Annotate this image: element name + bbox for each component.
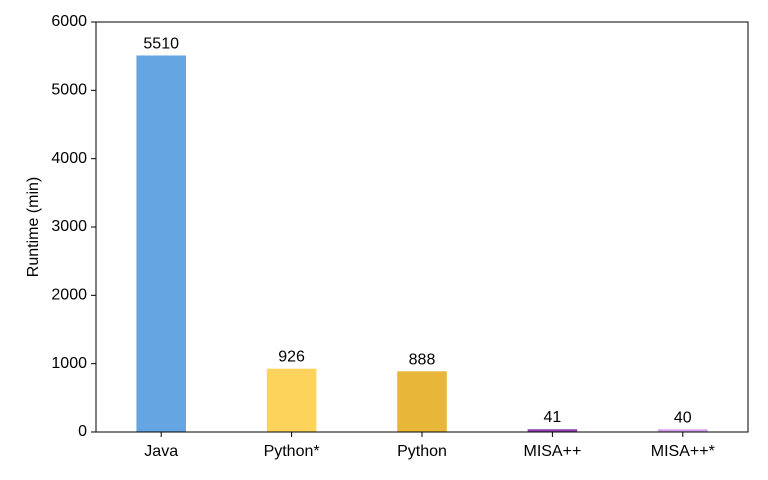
y-axis: 0 1000 2000 3000 4000 5000 6000 <box>51 13 96 440</box>
y-tick-label: 3000 <box>51 218 87 235</box>
x-tick-label: MISA++* <box>651 443 715 460</box>
x-tick-label: Python* <box>264 443 320 460</box>
data-labels-group: 5510 926 888 41 40 <box>143 35 691 426</box>
bars-group <box>136 55 708 432</box>
y-tick-label: 5000 <box>51 82 87 99</box>
bar-value-label: 40 <box>674 409 692 426</box>
y-tick-label: 0 <box>78 423 87 440</box>
x-tick-label: Python <box>397 443 447 460</box>
x-tick-label: MISA++ <box>523 443 581 460</box>
x-tick-label: Java <box>144 443 178 460</box>
y-axis-label: Runtime (min) <box>25 177 42 277</box>
y-tick-label: 1000 <box>51 355 87 372</box>
bar-misa <box>527 429 578 432</box>
plot-frame <box>95 21 749 433</box>
y-tick-label: 2000 <box>51 287 87 304</box>
y-tick-label: 4000 <box>51 150 87 167</box>
bar-value-label: 888 <box>409 351 436 368</box>
bar-value-label: 5510 <box>143 35 179 52</box>
bar-python <box>397 371 447 432</box>
bar-value-label: 926 <box>278 349 305 366</box>
x-axis: Java Python* Python MISA++ MISA++* <box>144 432 715 460</box>
bar-value-label: 41 <box>544 409 562 426</box>
bar-java <box>136 55 186 432</box>
bar-misa <box>658 429 708 432</box>
y-tick-label: 6000 <box>51 13 87 30</box>
bar-python <box>266 368 317 432</box>
